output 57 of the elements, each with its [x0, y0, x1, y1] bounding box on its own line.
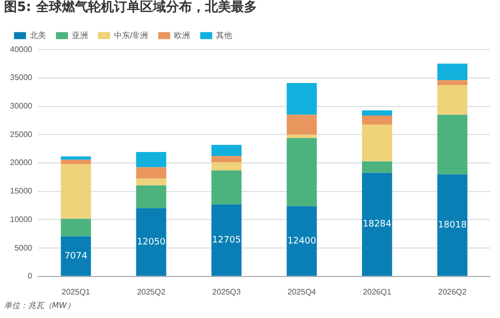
- bar: [136, 152, 166, 168]
- data-label: 12705: [212, 235, 241, 246]
- y-tick-label: 0: [28, 272, 33, 281]
- data-label: 18018: [438, 220, 467, 230]
- bar: [211, 162, 242, 170]
- bar: [286, 206, 317, 276]
- text: 单位：兆瓦（MW）: [3, 300, 76, 311]
- bar: [362, 110, 392, 116]
- x-tick-label: 2026Q2: [438, 287, 468, 296]
- bar: [60, 160, 91, 164]
- data-label: 7074: [64, 251, 88, 262]
- bar: [286, 83, 317, 115]
- x-tick-label: 2025Q2: [136, 287, 166, 296]
- y-tick-label: 30000: [10, 102, 33, 111]
- bar: [362, 124, 392, 162]
- legend-label: 其他: [216, 30, 232, 40]
- bar: [286, 138, 317, 206]
- y-tick-label: 15000: [10, 186, 33, 196]
- bar: [286, 114, 317, 135]
- x-tick-label: 2025Q3: [212, 287, 242, 296]
- y-tick-label: 25000: [10, 130, 33, 139]
- bar: [136, 185, 166, 208]
- bar: [211, 204, 242, 276]
- bar: [136, 167, 166, 179]
- x-tick-label: 2025Q1: [62, 287, 91, 296]
- bar: [60, 164, 91, 219]
- bar: [437, 85, 468, 115]
- y-tick-label: 40000: [10, 44, 33, 54]
- data-label: 12400: [287, 236, 316, 246]
- data-label: 12050: [136, 237, 166, 248]
- y-tick-label: 10000: [10, 214, 33, 224]
- bar: [362, 172, 392, 276]
- bar: [60, 236, 91, 276]
- bar: [362, 115, 392, 125]
- bar: [286, 134, 317, 138]
- bar: [136, 208, 166, 276]
- data-label: 18284: [362, 220, 392, 230]
- bar: [437, 80, 468, 86]
- bar: [136, 178, 166, 186]
- y-tick-label: 35000: [10, 73, 33, 82]
- legend-label: 亚洲: [72, 30, 88, 40]
- legend-label: 欧洲: [174, 30, 190, 40]
- bar: [211, 144, 242, 156]
- bar: [437, 114, 468, 174]
- y-tick-label: 20000: [10, 158, 33, 168]
- chart-title: 图5: 全球燃气轮机订单区域分布，北美最多: [4, 0, 257, 16]
- bar: [362, 161, 392, 173]
- bar: [437, 174, 468, 276]
- legend-label: 中东/非洲: [114, 30, 148, 40]
- bar: [211, 156, 242, 162]
- y-tick-label: 5000: [14, 243, 33, 252]
- legend-label: 北美: [30, 30, 46, 40]
- bar: [211, 170, 242, 204]
- bar: [437, 64, 468, 80]
- bar: [60, 218, 91, 236]
- x-tick-label: 2026Q1: [362, 287, 392, 296]
- x-tick-label: 2025Q4: [288, 287, 317, 296]
